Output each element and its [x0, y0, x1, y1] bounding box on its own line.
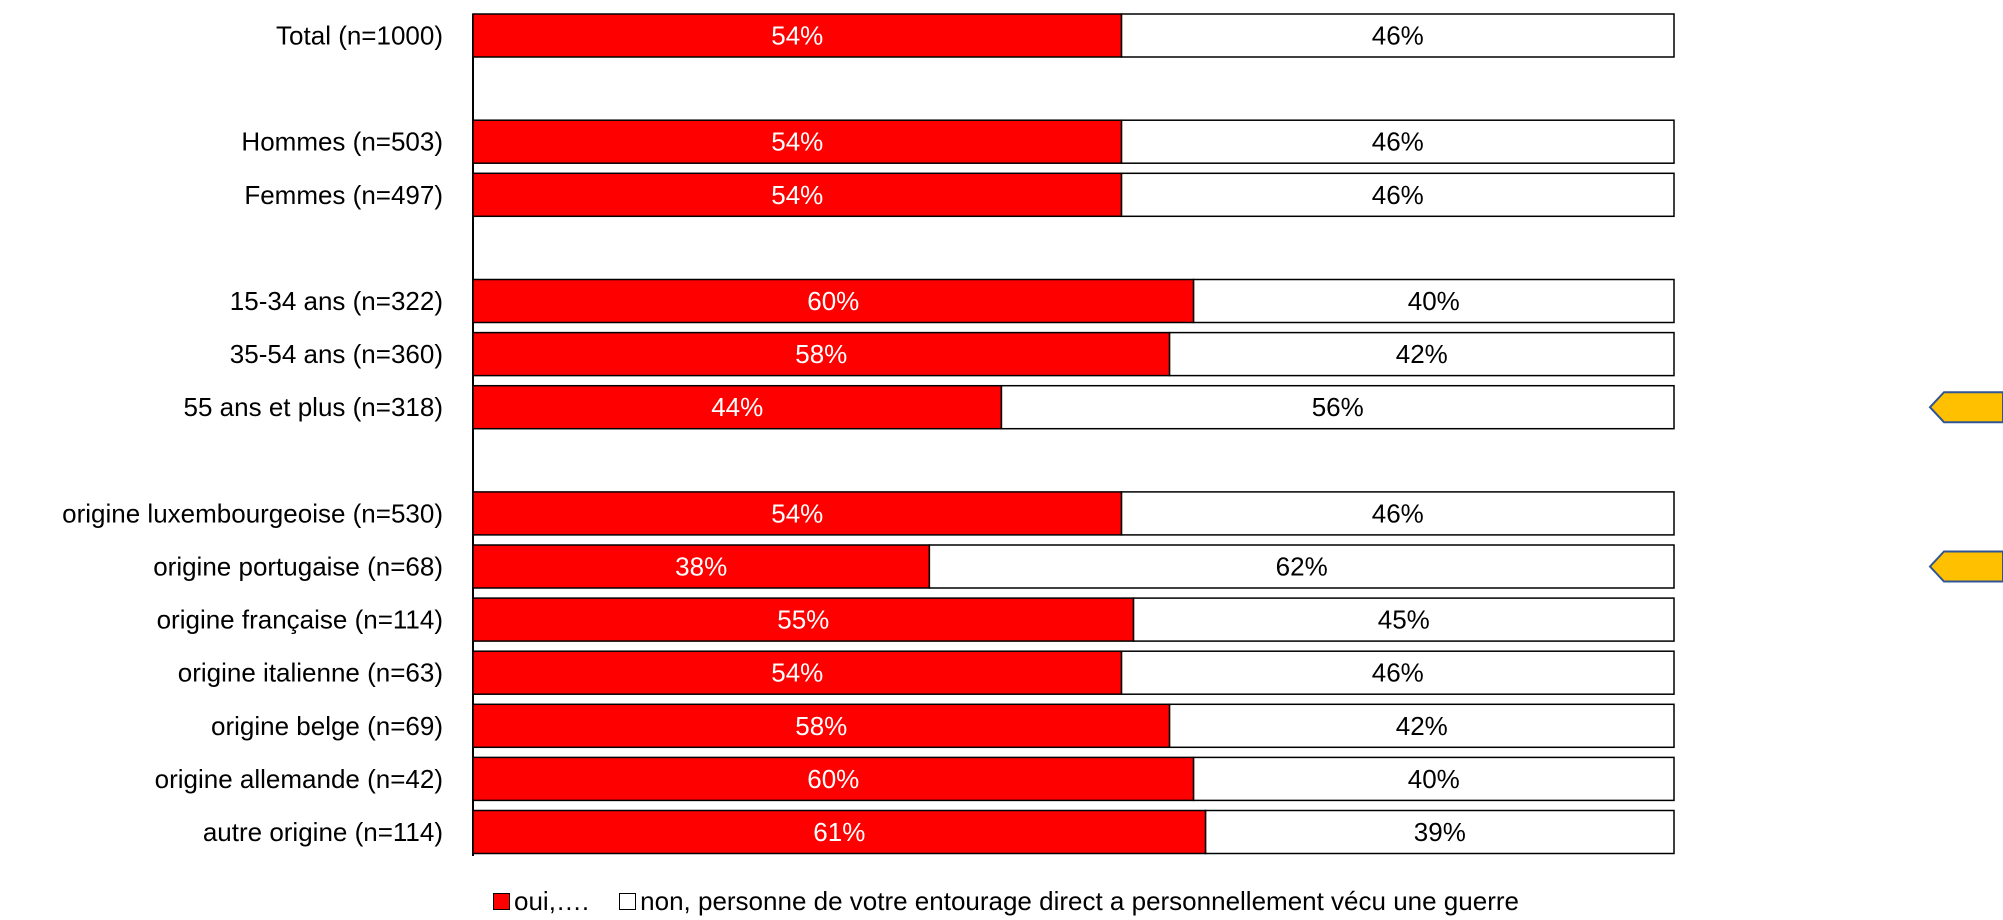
- value-label-oui: 54%: [771, 658, 823, 688]
- value-label-oui: 38%: [675, 552, 727, 582]
- bar-non: [1120, 119, 1675, 164]
- value-label-non: 42%: [1396, 339, 1448, 369]
- category-label: autre origine (n=114): [203, 817, 443, 847]
- value-label-non: 45%: [1378, 605, 1430, 635]
- bar-non: [1192, 756, 1675, 802]
- value-label-non: 42%: [1396, 711, 1448, 741]
- value-label-oui: 55%: [777, 605, 829, 635]
- category-label: Femmes (n=497): [244, 180, 443, 210]
- bars-group: Total (n=1000) 54% 46% Hommes (n=503) 54% 46%…: [62, 13, 1675, 855]
- bar-non: [1204, 809, 1675, 855]
- value-label-non: 46%: [1372, 127, 1424, 157]
- legend-label-oui: oui,….: [514, 886, 590, 916]
- category-label: origine belge (n=69): [211, 711, 443, 741]
- bar-non: [1168, 703, 1675, 749]
- value-label-non: 40%: [1408, 286, 1460, 316]
- bar-oui: [472, 491, 1123, 536]
- category-label: origine italienne (n=63): [178, 658, 443, 688]
- value-label-non: 56%: [1312, 392, 1364, 422]
- value-label-non: 40%: [1408, 764, 1460, 794]
- value-label-non: 46%: [1372, 498, 1424, 528]
- bar-non: [1132, 597, 1675, 642]
- bar-non: [1120, 13, 1675, 58]
- legend-item-oui: oui,….: [493, 886, 589, 917]
- bar-oui: [472, 650, 1123, 695]
- bar-oui: [472, 119, 1123, 164]
- value-label-oui: 54%: [771, 180, 823, 210]
- legend-swatch-oui: [493, 893, 510, 910]
- bar-non: [1120, 172, 1675, 218]
- category-label: 35-54 ans (n=360): [230, 339, 443, 369]
- highlight-arrow-marker: [1928, 391, 2003, 424]
- legend: oui,…. non, personne de votre entourage …: [493, 886, 1549, 917]
- category-label: origine française (n=114): [157, 605, 443, 635]
- value-label-oui: 54%: [771, 498, 823, 528]
- category-label: origine portugaise (n=68): [153, 552, 443, 582]
- legend-label-non: non, personne de votre entourage direct …: [640, 886, 1519, 916]
- category-label: 15-34 ans (n=322): [230, 286, 443, 316]
- legend-item-non: non, personne de votre entourage direct …: [619, 886, 1519, 917]
- bar-non: [1120, 650, 1675, 695]
- bar-non: [1168, 331, 1675, 377]
- category-label: Total (n=1000): [276, 21, 443, 51]
- value-label-oui: 61%: [813, 817, 865, 847]
- bar-non: [1192, 278, 1675, 324]
- bar-oui: [472, 331, 1171, 377]
- category-label: 55 ans et plus (n=318): [184, 392, 443, 422]
- value-label-non: 46%: [1372, 180, 1424, 210]
- category-label: origine luxembourgeoise (n=530): [62, 498, 443, 528]
- bar-oui: [472, 384, 1003, 430]
- legend-swatch-non: [619, 893, 637, 910]
- bar-oui: [472, 756, 1195, 802]
- value-label-oui: 58%: [795, 339, 847, 369]
- bar-oui: [472, 597, 1135, 642]
- highlight-arrow-marker: [1928, 550, 2003, 583]
- bar-non: [1000, 384, 1675, 430]
- value-label-non: 46%: [1372, 21, 1424, 51]
- category-label: origine allemande (n=42): [155, 764, 443, 794]
- value-label-oui: 60%: [807, 764, 859, 794]
- value-label-non: 62%: [1276, 552, 1328, 582]
- markers-group: [1928, 391, 2003, 583]
- bar-non: [1120, 491, 1675, 536]
- value-label-oui: 54%: [771, 127, 823, 157]
- stacked-bar-chart: Total (n=1000) 54% 46% Hommes (n=503) 54% 46%…: [62, 13, 2003, 856]
- value-label-non: 46%: [1372, 658, 1424, 688]
- bar-oui: [472, 703, 1171, 749]
- value-label-oui: 54%: [771, 21, 823, 51]
- value-label-non: 39%: [1414, 817, 1466, 847]
- category-label: Hommes (n=503): [241, 127, 443, 157]
- bar-non: [928, 544, 1675, 589]
- value-label-oui: 58%: [795, 711, 847, 741]
- bar-oui: [472, 544, 931, 589]
- value-label-oui: 44%: [711, 392, 763, 422]
- value-label-oui: 60%: [807, 286, 859, 316]
